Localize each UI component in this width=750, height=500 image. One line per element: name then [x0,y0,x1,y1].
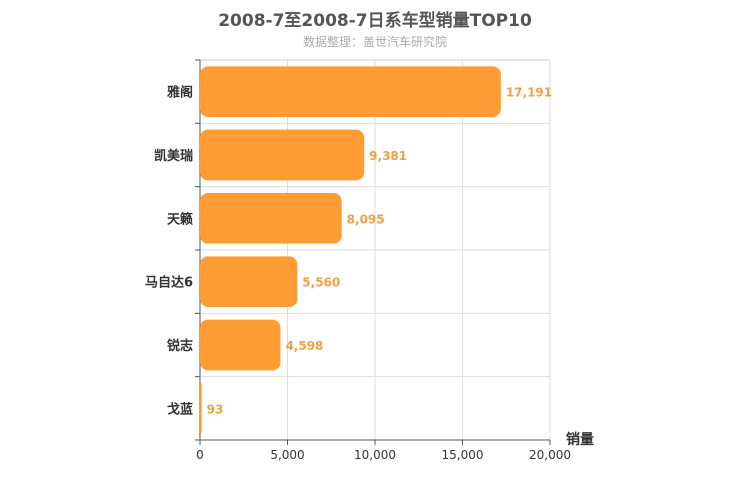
x-tick-label: 20,000 [529,448,571,462]
bar [200,256,298,307]
x-tick-label: 15,000 [442,448,484,462]
category-label: 戈蓝 [167,401,193,417]
x-tick-label: 0 [196,448,204,462]
x-tick-label: 5,000 [270,448,304,462]
bar [200,193,342,244]
data-label: 9,381 [369,149,407,163]
data-label: 5,560 [302,276,340,290]
bar [200,383,202,434]
data-label: 93 [207,402,224,416]
data-label: 8,095 [347,212,385,226]
chart-subtitle: 数据整理：盖世汽车研究院 [302,35,447,49]
category-label: 锐志 [167,338,193,354]
x-axis-title: 销量 [566,431,594,448]
category-label: 雅阁 [167,85,193,101]
category-label: 凯美瑞 [154,148,193,164]
chart-title: 2008-7至2008-7日系车型销量TOP10 [218,11,532,31]
bar [200,319,281,371]
x-tick-label: 10,000 [354,448,396,462]
category-label: 天籁 [167,211,193,227]
category-label: 马自达6 [145,275,193,291]
data-label: 17,191 [506,86,552,100]
data-label: 4,598 [285,339,323,353]
bar [200,129,365,181]
bar [200,66,501,117]
